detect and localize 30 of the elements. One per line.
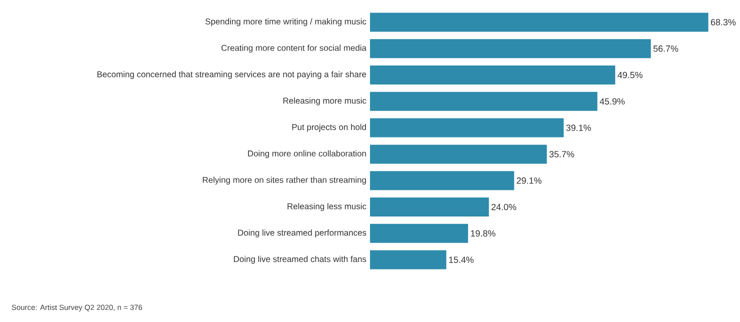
bar	[370, 39, 651, 58]
data-label: 45.9%	[600, 98, 625, 105]
bar	[370, 224, 468, 243]
bar	[370, 250, 446, 270]
data-label: 39.1%	[566, 124, 591, 131]
y-tick-label: Relying more on sites rather than streaming	[202, 176, 366, 185]
bar	[370, 12, 708, 32]
data-label: 35.7%	[549, 151, 574, 158]
data-label: 49.5%	[618, 72, 643, 78]
bar	[370, 118, 564, 138]
bar	[370, 171, 514, 190]
y-tick-label: Releasing less music	[288, 203, 366, 211]
bar	[370, 144, 547, 164]
bar	[370, 198, 489, 216]
y-tick-label: Creating more content for social media	[221, 44, 366, 53]
data-label: 19.8%	[470, 230, 496, 237]
data-label: 56.7%	[653, 45, 678, 52]
y-tick-label: Put projects on hold	[292, 124, 366, 132]
data-label: 68.3%	[710, 19, 736, 26]
data-label: 15.4%	[449, 256, 474, 263]
y-tick-label: Releasing more music	[283, 97, 366, 106]
y-tick-label: Doing live streamed performances	[238, 229, 366, 238]
data-label: 29.1%	[516, 177, 542, 184]
y-tick-label: Spending more time writing / making music	[205, 18, 366, 26]
y-tick-label: Doing live streamed chats with fans	[234, 256, 366, 264]
bar	[370, 92, 598, 111]
bar	[370, 66, 616, 84]
y-tick-label: Becoming concerned that streaming services are not paying a fair share	[97, 71, 366, 79]
data-label: 24.0%	[492, 204, 516, 210]
y-tick-label: Doing more online collaboration	[248, 150, 366, 158]
